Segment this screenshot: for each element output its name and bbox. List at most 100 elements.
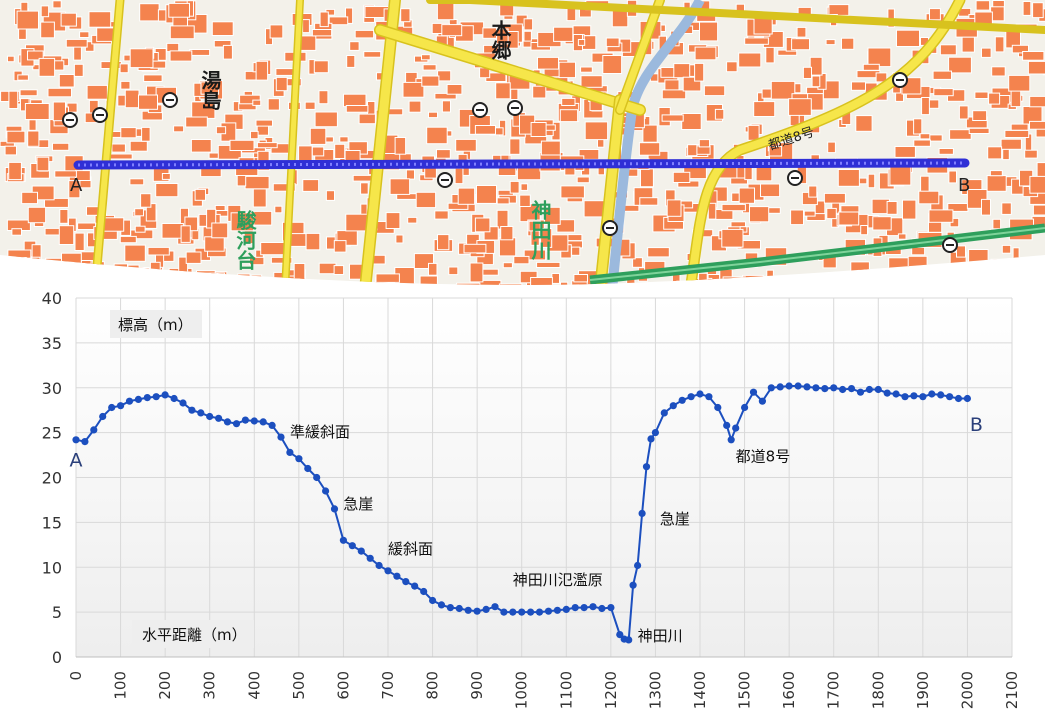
data-point [830,384,838,392]
data-point [687,393,695,401]
map-point-b-label: B [958,175,970,196]
data-point [580,604,588,612]
data-point [803,383,811,391]
map-symbol-icon [437,172,453,188]
x-tick-label: 600 [334,671,352,700]
data-point [607,604,615,612]
data-point [901,393,909,401]
data-point [473,607,481,615]
data-point [411,582,419,590]
data-point [937,391,945,399]
data-point [562,605,570,613]
data-point [928,390,936,398]
y-tick-label: 35 [42,334,62,353]
map-place-labels: 湯島 本郷 神田川 駿河台 [198,20,552,270]
annotation-label: 都道8号 [736,447,791,465]
data-point [634,561,642,570]
y-tick-label: 0 [52,648,62,667]
data-point [125,397,134,405]
data-point [375,561,383,570]
y-label-box [110,310,202,338]
data-point [954,394,963,403]
annotation-label: 神田川氾濫原 [513,571,603,589]
data-point [152,393,160,401]
data-point [72,436,80,444]
data-point [330,505,339,513]
data-point [313,473,321,482]
data-point [732,424,740,432]
annotation-label: 急崖 [343,495,373,513]
data-point [99,412,107,421]
x-tick-label: 500 [290,671,308,700]
profile-line-a-b [73,158,970,170]
data-point [197,409,205,417]
data-point [647,435,655,443]
elevation-series [72,382,972,644]
data-point [322,487,330,495]
data-point [812,384,820,392]
data-point [223,418,232,426]
y-tick-label: 5 [52,603,62,622]
data-point [509,608,517,616]
x-tick-label: 1300 [646,671,664,709]
data-point [81,438,89,446]
data-point [616,631,624,639]
y-tick-label: 10 [42,558,62,577]
data-point [170,394,178,403]
data-point [758,397,767,405]
data-point [553,606,562,614]
data-point [856,388,865,396]
data-point [865,385,874,394]
x-tick-label: 1800 [869,671,887,709]
data-point [785,382,793,390]
data-point [535,608,544,616]
data-point [250,417,258,425]
data-point [179,399,187,407]
data-point [527,608,535,616]
data-point [892,390,900,398]
data-point [625,636,633,644]
x-tick-label: 1400 [691,671,709,709]
data-point [437,601,446,609]
x-tick-label: 2000 [958,671,976,709]
data-point [455,604,463,613]
data-point [660,409,668,417]
place-label: 湯島 [198,70,222,110]
data-point [839,385,847,394]
data-point [874,385,882,394]
map-symbol-icon [507,100,523,116]
x-tick-label: 400 [245,671,263,700]
x-tick-label: 1000 [513,671,531,709]
annotation-label: 緩斜面 [388,540,433,558]
map-symbol-icon [472,102,488,118]
data-point [723,421,731,429]
data-point [366,554,374,562]
data-point [108,403,116,412]
data-point [500,608,508,616]
data-point [206,412,214,421]
data-point [384,567,392,575]
data-point [651,429,660,437]
gridlines [75,297,1013,658]
topographic-map: 湯島 本郷 神田川 駿河台 都道8号 A B [0,0,1045,285]
place-label: 駿河台 [233,209,257,270]
y-axis-ticks: 0 5 10 15 20 25 30 35 40 [42,290,62,667]
data-point [259,418,267,426]
annotation-label: 準緩斜面 [290,423,350,441]
y-tick-label: 40 [42,290,62,308]
map-symbol-icon [162,92,178,108]
data-point [946,393,954,401]
data-point [304,464,312,473]
place-label: 本郷 [488,20,512,61]
data-point [749,388,758,396]
data-point [188,406,196,414]
x-tick-label: 900 [468,671,486,700]
data-point [348,542,356,550]
map-symbol-icon [602,220,618,236]
data-point [295,455,303,463]
annotation-label: 神田川 [638,627,683,645]
data-point [402,578,410,586]
annotation-label: 急崖 [660,510,690,528]
data-point [847,385,856,393]
